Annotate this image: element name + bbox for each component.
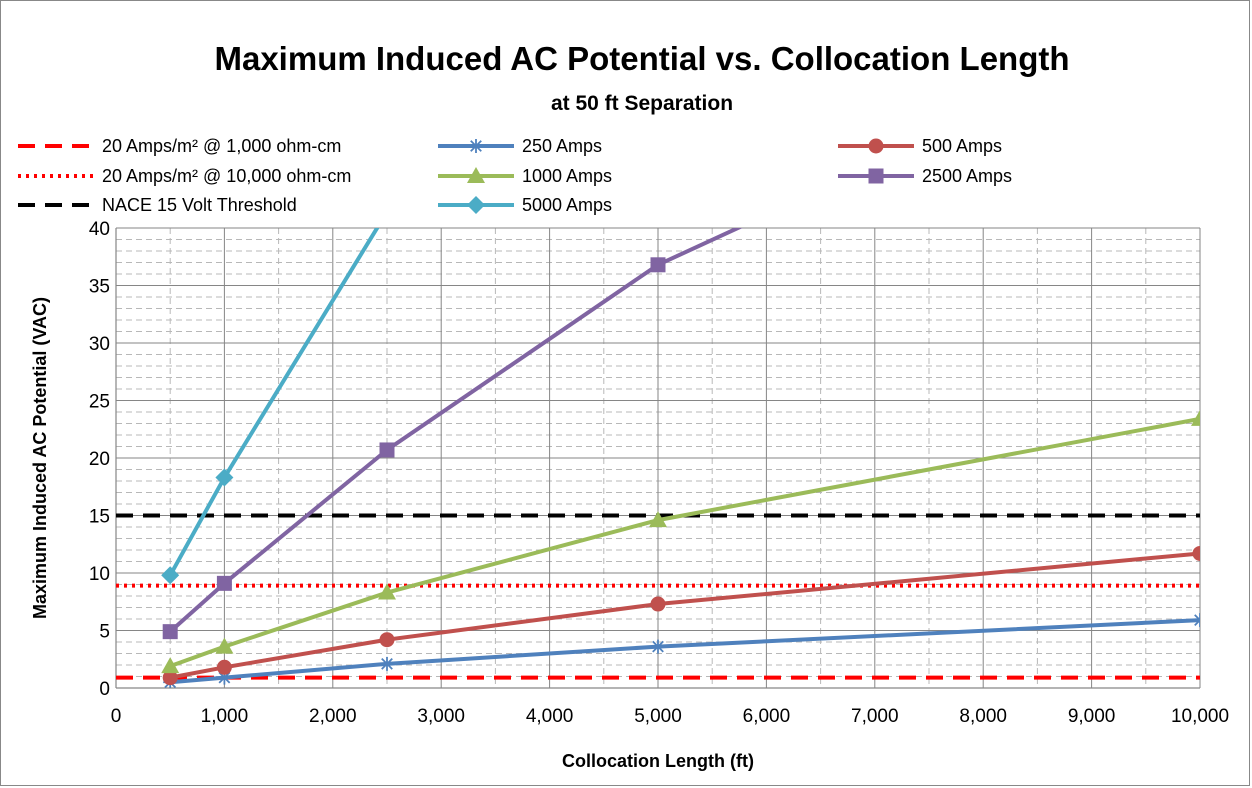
series-group xyxy=(162,8,1208,640)
x-tick-label: 1,000 xyxy=(201,706,249,727)
series-group xyxy=(161,409,1200,674)
y-tick-label: 10 xyxy=(89,564,110,585)
axes xyxy=(115,228,1200,689)
x-axis-label: Collocation Length (ft) xyxy=(562,751,754,771)
data-point xyxy=(380,656,394,671)
legend-label: 1000 Amps xyxy=(522,166,612,186)
series-line xyxy=(168,228,380,577)
legend-entry: 1000 Amps xyxy=(438,166,612,186)
legend-entry: 20 Amps/m² @ 10,000 ohm-cm xyxy=(18,166,351,186)
data-point xyxy=(1193,613,1200,628)
data-point xyxy=(1193,8,1208,23)
legend-entry: 5000 Amps xyxy=(438,195,612,215)
x-tick-label: 3,000 xyxy=(417,706,465,727)
series-group xyxy=(162,545,1200,686)
x-tick-label: 8,000 xyxy=(959,706,1007,727)
legend-label: 20 Amps/m² @ 10,000 ohm-cm xyxy=(102,166,351,186)
data-point xyxy=(378,203,396,221)
y-tick-label: 40 xyxy=(89,219,110,240)
plot-area xyxy=(116,8,1208,688)
series-group xyxy=(161,203,396,585)
legend-label: 20 Amps/m² @ 1,000 ohm-cm xyxy=(102,136,341,156)
legend-label: NACE 15 Volt Threshold xyxy=(102,195,297,215)
x-tick-label: 7,000 xyxy=(851,706,899,727)
y-tick-label: 0 xyxy=(99,679,110,700)
grid-lines xyxy=(116,227,1201,688)
data-point xyxy=(216,575,232,591)
legend-marker xyxy=(467,167,485,183)
data-point xyxy=(1192,545,1200,561)
legend-marker xyxy=(469,139,483,153)
data-point xyxy=(217,670,232,685)
legend-label: 5000 Amps xyxy=(522,195,612,215)
legend-label: 500 Amps xyxy=(922,136,1002,156)
y-tick-label: 30 xyxy=(89,334,110,355)
legend-label: 2500 Amps xyxy=(922,166,1012,186)
x-tick-label: 0 xyxy=(111,706,122,727)
x-tick-label: 2,000 xyxy=(309,706,357,727)
data-point xyxy=(216,659,232,675)
chart-title: Maximum Induced AC Potential vs. Colloca… xyxy=(214,40,1069,77)
chart-subtitle: at 50 ft Separation xyxy=(551,92,733,115)
legend-label: 250 Amps xyxy=(522,136,602,156)
legend-marker xyxy=(868,138,884,154)
legend-marker xyxy=(467,196,485,214)
data-point xyxy=(378,583,396,600)
data-point xyxy=(379,442,395,458)
x-tick-label: 6,000 xyxy=(743,706,791,727)
data-point xyxy=(1191,409,1200,426)
x-tick-label: 4,000 xyxy=(526,706,574,727)
y-tick-label: 5 xyxy=(99,622,110,643)
data-point xyxy=(650,596,666,612)
legend-entry: 500 Amps xyxy=(838,136,1002,156)
series-line xyxy=(169,551,1200,680)
legend: 20 Amps/m² @ 1,000 ohm-cm 250 Amps 500 Amp… xyxy=(18,136,1012,215)
data-point xyxy=(650,257,666,273)
legend-entry: 20 Amps/m² @ 1,000 ohm-cm xyxy=(18,136,341,156)
y-tick-label: 25 xyxy=(89,392,110,413)
legend-entry: 2500 Amps xyxy=(838,166,1012,186)
y-tick-label: 20 xyxy=(89,449,110,470)
data-point xyxy=(215,637,234,654)
data-point xyxy=(215,468,234,487)
data-point xyxy=(161,657,180,674)
legend-marker xyxy=(868,168,884,184)
y-tick-label: 35 xyxy=(89,277,110,298)
x-tick-label: 10,000 xyxy=(1171,706,1229,727)
data-point xyxy=(161,566,180,585)
y-tick-label: 15 xyxy=(89,507,110,528)
data-point xyxy=(162,670,178,686)
x-tick-label: 5,000 xyxy=(634,706,682,727)
legend-entry: NACE 15 Volt Threshold xyxy=(18,195,297,215)
tick-labels: 0 5 10 15 20 25 30 35 40 0 1,000 2,000 3,000 4,000 5,0… xyxy=(89,219,1229,727)
data-point xyxy=(649,511,667,528)
data-point xyxy=(379,632,395,648)
data-point xyxy=(162,624,178,640)
data-point xyxy=(651,639,665,654)
legend-entry: 250 Amps xyxy=(438,136,602,156)
y-axis-label: Maximum Induced AC Potential (VAC) xyxy=(30,297,50,619)
x-tick-label: 9,000 xyxy=(1068,706,1116,727)
